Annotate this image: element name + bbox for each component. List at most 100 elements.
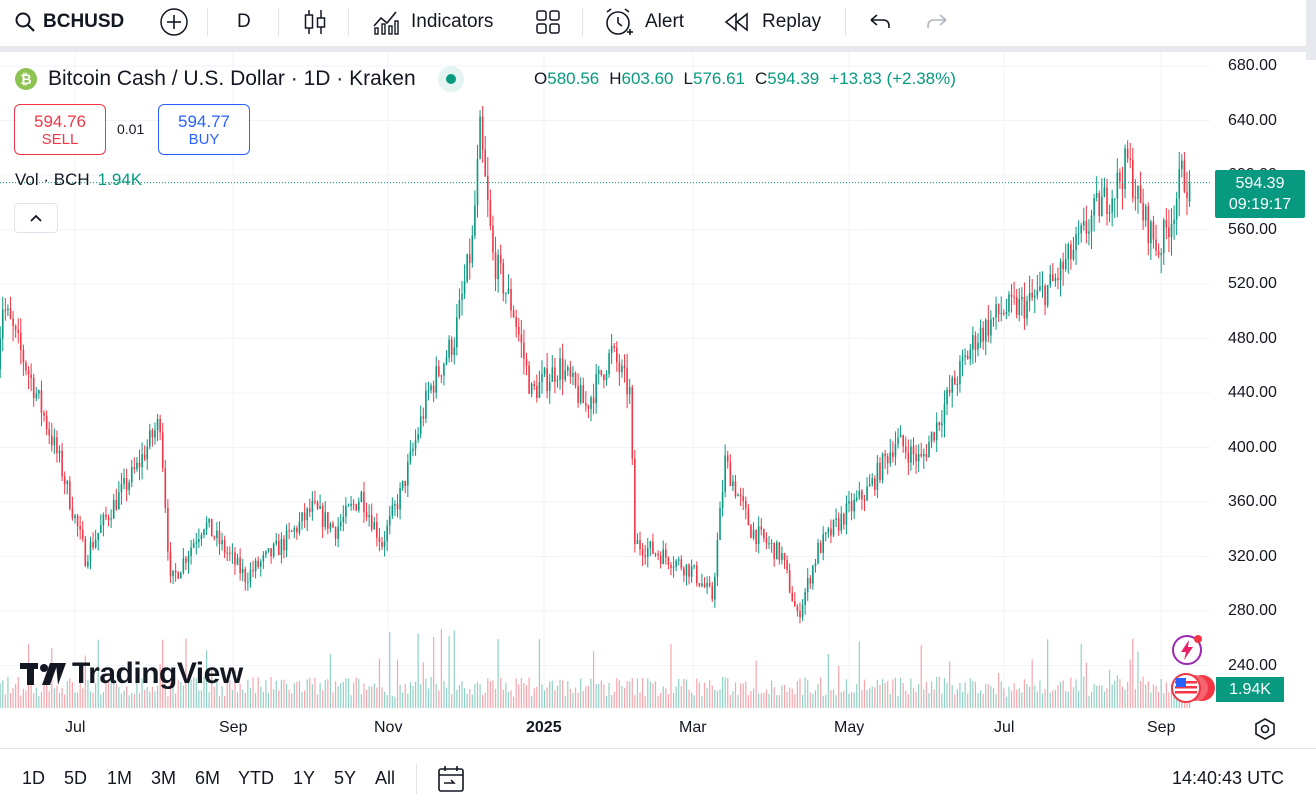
volume-bar: [425, 678, 427, 708]
volume-bar: [525, 685, 528, 708]
volume-bar: [605, 696, 608, 708]
symbol-label: BCHUSD: [43, 11, 125, 32]
volume-bar: [185, 638, 187, 708]
replay-button[interactable]: Replay: [724, 0, 821, 44]
range-button-5y[interactable]: 5Y: [334, 768, 357, 788]
volume-bar: [46, 684, 48, 708]
flash-icon[interactable]: [1171, 634, 1203, 666]
candle-body: [819, 542, 822, 553]
market-status-icon[interactable]: [437, 66, 464, 92]
volume-bar: [608, 682, 610, 708]
volume-bar: [74, 692, 76, 708]
candle-body: [1077, 233, 1080, 235]
candle-body: [499, 254, 502, 264]
candle-body: [43, 412, 45, 416]
candle-body: [32, 377, 35, 399]
volume-bar: [838, 665, 840, 708]
candle-body: [123, 478, 125, 484]
volume-bar: [56, 685, 58, 708]
undo-button[interactable]: [868, 0, 892, 44]
candle-body: [1178, 169, 1181, 199]
volume-bar: [64, 694, 66, 708]
volume-bar: [562, 680, 564, 708]
candle-body: [763, 529, 765, 539]
candle-body: [1165, 220, 1168, 228]
sell-button[interactable]: 594.76 SELL: [14, 104, 106, 155]
divider: [207, 8, 208, 36]
price-chart[interactable]: [0, 52, 1316, 748]
volume-bar: [322, 690, 324, 708]
volume-bar: [260, 686, 262, 708]
volume-bar: [15, 683, 17, 708]
chart-type-button[interactable]: [303, 0, 327, 44]
candle-body: [737, 494, 739, 497]
volume-bar: [391, 696, 393, 708]
candle-body: [799, 610, 801, 618]
volume-bar: [541, 684, 543, 708]
range-button-3m[interactable]: 3M: [151, 768, 177, 788]
divider: [845, 8, 846, 36]
range-button-5d[interactable]: 5D: [64, 768, 88, 788]
candle-body: [835, 518, 837, 520]
go-to-date-button[interactable]: [436, 764, 466, 794]
compare-symbol-button[interactable]: [159, 0, 189, 44]
candle-body: [502, 263, 505, 294]
candle-body: [143, 454, 146, 460]
range-button-all[interactable]: All: [375, 768, 396, 788]
candle-body: [430, 385, 432, 391]
plus-circle-icon: [160, 8, 188, 36]
volume-bar: [649, 681, 651, 708]
candle-body: [208, 518, 210, 523]
volume-bar: [180, 682, 182, 708]
buy-button[interactable]: 594.77 BUY: [158, 104, 250, 155]
range-button-6m[interactable]: 6M: [195, 768, 221, 788]
candle-body: [136, 462, 138, 470]
candle-body: [1041, 285, 1044, 287]
volume-bar: [159, 664, 161, 708]
range-button-ytd[interactable]: YTD: [238, 768, 274, 788]
candle-body: [435, 366, 437, 393]
volume-bar: [1078, 690, 1080, 708]
candle-body: [58, 450, 61, 454]
candle-body: [995, 304, 997, 318]
candle-body: [517, 326, 520, 335]
us-flag-icon[interactable]: [1171, 673, 1215, 703]
volume-bar: [711, 685, 713, 708]
volume-bar: [1137, 651, 1139, 708]
candle-body: [417, 434, 419, 440]
volume-bar: [381, 687, 383, 708]
chart-settings-button[interactable]: [1253, 717, 1277, 741]
volume-bar: [1026, 683, 1028, 708]
tradingview-logo[interactable]: TradingView: [20, 657, 243, 691]
range-button-1m[interactable]: 1M: [107, 768, 133, 788]
symbol-search-button[interactable]: BCHUSD: [14, 0, 124, 44]
volume-bar: [933, 689, 935, 708]
range-button-1y[interactable]: 1Y: [293, 768, 316, 788]
redo-button[interactable]: [925, 0, 949, 44]
indicators-button[interactable]: Indicators: [372, 0, 493, 44]
alert-button[interactable]: Alert: [603, 0, 684, 44]
volume-bar: [107, 678, 110, 708]
candle-body: [381, 542, 383, 547]
volume-bar: [783, 684, 786, 708]
candle-body: [572, 372, 574, 377]
range-button-1d[interactable]: 1D: [22, 768, 46, 788]
volume-bar: [892, 679, 894, 708]
interval-button[interactable]: D: [237, 0, 251, 44]
utc-clock[interactable]: 14:40:43 UTC: [1172, 768, 1285, 788]
volume-bar: [582, 691, 584, 708]
collapse-legend-button[interactable]: [14, 203, 58, 233]
candle-body: [1003, 312, 1005, 315]
candle-body: [794, 601, 796, 607]
candle-body: [943, 404, 946, 424]
candle-body: [866, 486, 868, 501]
volume-bar: [102, 692, 104, 708]
volume-bar: [1101, 685, 1103, 708]
candle-body: [770, 542, 773, 544]
volume-bar: [600, 680, 602, 708]
candle-body: [693, 565, 695, 567]
candle-body: [1129, 158, 1132, 160]
layouts-button[interactable]: [535, 0, 561, 44]
volume-bar: [1116, 675, 1118, 708]
candle-body: [329, 523, 332, 529]
